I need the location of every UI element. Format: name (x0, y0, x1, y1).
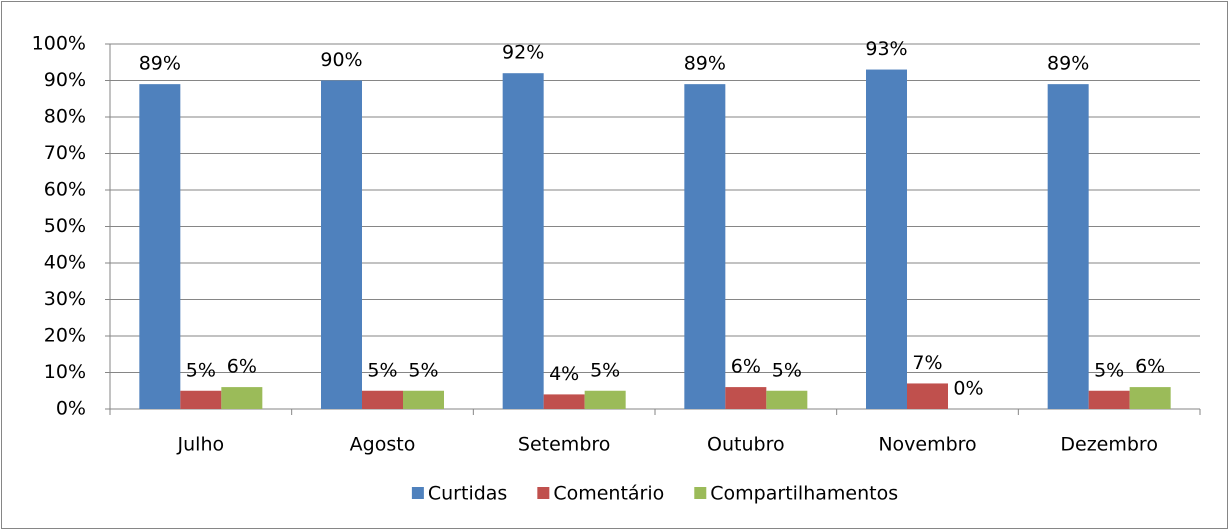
data-label: 89% (684, 53, 726, 75)
legend-label: Compartilhamentos (710, 483, 898, 505)
data-label: 5% (367, 359, 397, 381)
y-tick-label: 100% (32, 33, 86, 55)
data-label: 90% (320, 49, 362, 71)
data-label: 6% (731, 356, 761, 378)
legend-swatch (694, 487, 707, 499)
legend-label: Curtidas (428, 483, 507, 505)
bar (543, 394, 585, 409)
data-label: 7% (912, 352, 942, 374)
bar (1129, 387, 1171, 409)
y-tick-label: 10% (44, 361, 86, 383)
x-tick-label: Agosto (350, 434, 416, 456)
data-label: 92% (502, 42, 544, 64)
legend-swatch (537, 487, 550, 499)
legend-swatch (411, 487, 424, 499)
y-tick-label: 20% (44, 325, 86, 347)
bar (907, 383, 948, 409)
bar (866, 69, 907, 410)
data-label: 6% (1135, 356, 1165, 378)
data-label: 89% (139, 53, 181, 75)
data-label: 89% (1047, 53, 1089, 75)
x-tick-label: Julho (177, 434, 225, 456)
bar (221, 387, 263, 409)
bar (1047, 84, 1089, 410)
bar (139, 84, 181, 410)
data-label: 5% (590, 359, 620, 381)
bar (362, 390, 403, 409)
data-label: 5% (772, 359, 802, 381)
y-tick-label: 70% (44, 142, 86, 164)
y-tick-label: 30% (44, 288, 86, 310)
bar (321, 80, 362, 409)
bar (180, 390, 222, 409)
data-label: 0% (953, 378, 983, 400)
y-tick-label: 50% (44, 215, 86, 237)
y-tick-label: 0% (56, 398, 86, 420)
x-tick-label: Setembro (518, 434, 610, 456)
data-label: 5% (408, 359, 438, 381)
x-tick-label: Novembro (878, 434, 976, 456)
data-label: 5% (1094, 359, 1124, 381)
bar (1088, 390, 1130, 409)
data-label: 6% (227, 356, 257, 378)
bar (766, 390, 808, 409)
data-label: 4% (549, 363, 579, 385)
bar (502, 73, 544, 409)
y-tick-label: 60% (44, 179, 86, 201)
bar (403, 390, 444, 409)
x-tick-label: Dezembro (1060, 434, 1158, 456)
x-tick-label: Outubro (707, 434, 785, 456)
bar (725, 387, 767, 409)
legend-label: Comentário (553, 483, 664, 505)
y-tick-label: 80% (44, 106, 86, 128)
data-label: 5% (186, 359, 216, 381)
y-tick-label: 90% (44, 69, 86, 91)
y-tick-label: 40% (44, 252, 86, 274)
bar (584, 390, 626, 409)
bar (684, 84, 726, 410)
data-label: 93% (865, 38, 907, 60)
